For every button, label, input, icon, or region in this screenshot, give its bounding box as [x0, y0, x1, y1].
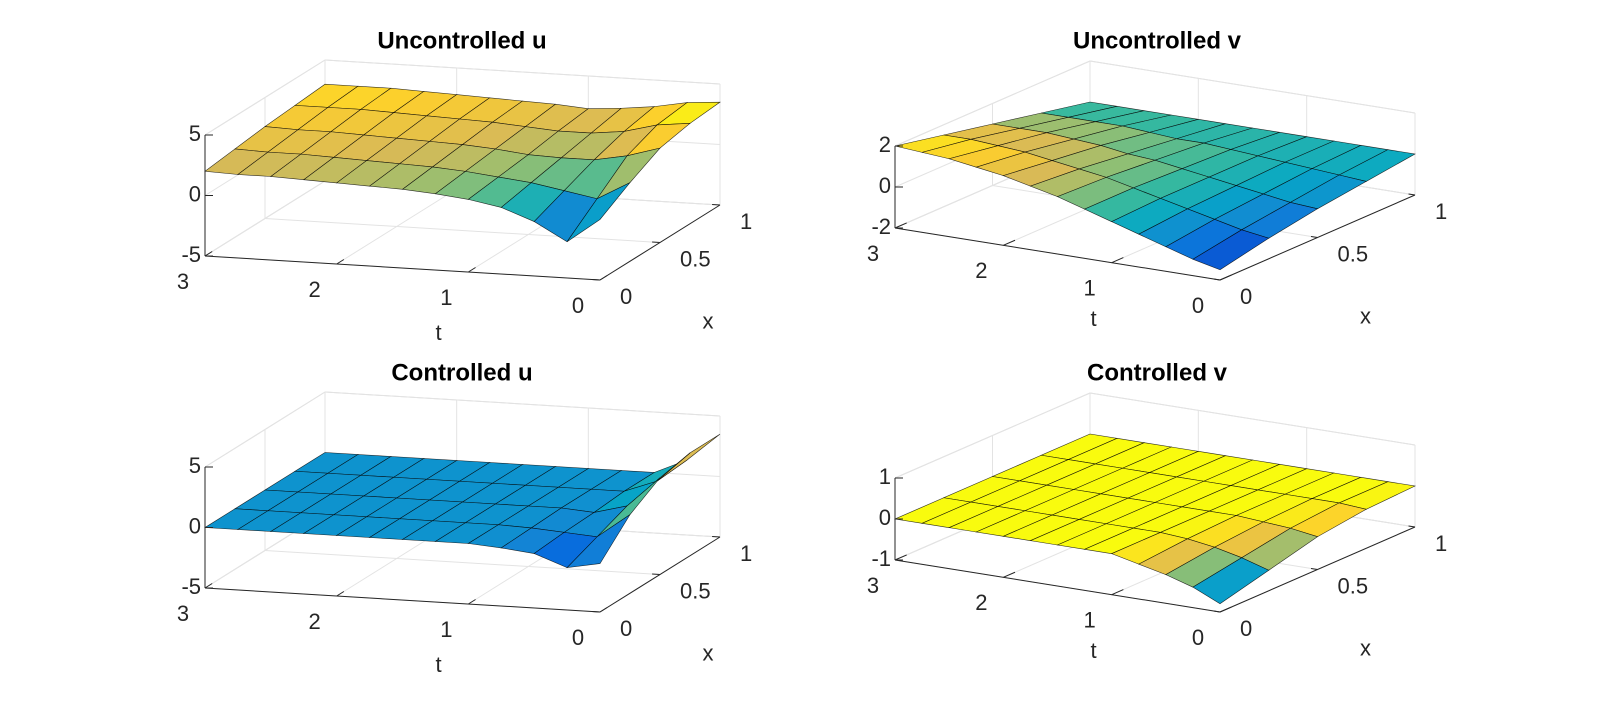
- x-tick-label: 1: [740, 209, 752, 234]
- t-tick-label: 2: [309, 609, 321, 634]
- t-tick-label: 3: [867, 573, 879, 598]
- surface-face: [1192, 229, 1270, 271]
- t-tick: [336, 259, 345, 265]
- surface-face: [566, 514, 631, 569]
- t-tick: [1111, 257, 1124, 264]
- x-tick: [1213, 610, 1221, 613]
- x-tick: [1213, 278, 1221, 281]
- t-tick: [1219, 274, 1232, 281]
- x-tick-label: 0: [620, 284, 632, 309]
- t-tick-label: 1: [1084, 275, 1096, 300]
- x-axis-label: x: [1360, 303, 1371, 328]
- x-tick-label: 0.5: [1338, 241, 1369, 266]
- grid-line: [324, 391, 721, 417]
- t-axis: [894, 559, 1221, 613]
- grid-line: [1089, 60, 1416, 114]
- t-tick: [204, 583, 213, 589]
- t-tick-label: 3: [867, 241, 879, 266]
- x-tick: [1310, 235, 1318, 238]
- chart-title: Uncontrolled v: [1073, 27, 1242, 54]
- t-tick: [894, 222, 907, 229]
- t-tick-label: 2: [309, 277, 321, 302]
- grid-line: [1089, 392, 1416, 446]
- t-tick-label: 2: [975, 590, 987, 615]
- chart-title: Uncontrolled u: [377, 27, 546, 54]
- t-tick: [599, 275, 608, 281]
- t-tick-label: 0: [572, 625, 584, 650]
- z-tick-label: -1: [871, 546, 891, 571]
- t-axis: [204, 587, 601, 613]
- t-tick: [468, 267, 476, 273]
- t-tick-label: 0: [1192, 293, 1204, 318]
- t-axis-label: t: [1090, 638, 1096, 663]
- t-tick: [1111, 589, 1124, 596]
- z-tick-label: -5: [181, 242, 201, 267]
- t-axis: [204, 255, 601, 281]
- z-tick-label: 0: [879, 173, 891, 198]
- t-tick-label: 1: [440, 285, 452, 310]
- x-axis-label: x: [703, 640, 714, 665]
- x-axis-label: x: [1360, 635, 1371, 660]
- chart-title: Controlled u: [391, 359, 532, 386]
- t-tick-label: 2: [975, 258, 987, 283]
- z-tick-label: -2: [871, 214, 891, 239]
- t-tick-label: 3: [177, 269, 189, 294]
- t-axis: [894, 227, 1221, 281]
- t-tick: [1003, 571, 1016, 578]
- x-axis-label: x: [703, 308, 714, 333]
- z-tick-label: 5: [189, 453, 201, 478]
- t-tick-label: 1: [440, 617, 452, 642]
- z-tick-label: 0: [189, 181, 201, 206]
- z-tick-label: 0: [879, 505, 891, 530]
- t-tick: [599, 607, 608, 613]
- x-tick-label: 0: [1240, 616, 1252, 641]
- x-tick-label: 0: [620, 616, 632, 641]
- x-tick-label: 0.5: [680, 246, 711, 271]
- t-tick-label: 0: [572, 293, 584, 318]
- t-tick: [468, 599, 476, 605]
- x-tick: [1408, 525, 1416, 528]
- grid-line: [324, 59, 721, 85]
- x-tick-label: 1: [1435, 199, 1447, 224]
- t-tick: [204, 251, 213, 257]
- t-axis-label: t: [435, 652, 441, 677]
- t-tick: [1003, 239, 1016, 246]
- surface-face: [566, 182, 631, 242]
- t-axis-label: t: [435, 320, 441, 345]
- z-tick-label: 1: [879, 464, 891, 489]
- t-tick-label: 3: [177, 601, 189, 626]
- z-tick-label: -5: [181, 574, 201, 599]
- t-tick: [894, 554, 907, 561]
- z-tick-label: 5: [189, 121, 201, 146]
- z-tick-label: 2: [879, 132, 891, 157]
- grid-line: [264, 218, 661, 243]
- x-tick-label: 1: [1435, 531, 1447, 556]
- x-tick-label: 0.5: [1338, 573, 1369, 598]
- x-tick-label: 0.5: [680, 578, 711, 603]
- t-tick-label: 1: [1084, 607, 1096, 632]
- x-tick-label: 1: [740, 541, 752, 566]
- chart-title: Controlled v: [1087, 359, 1228, 386]
- grid-line: [264, 550, 661, 575]
- t-tick: [1219, 606, 1232, 613]
- t-axis-label: t: [1090, 306, 1096, 331]
- x-tick: [1310, 567, 1318, 570]
- z-tick-label: 0: [189, 513, 201, 538]
- t-tick: [336, 591, 345, 597]
- x-tick: [1408, 193, 1416, 196]
- x-tick-label: 0: [1240, 284, 1252, 309]
- t-tick-label: 0: [1192, 625, 1204, 650]
- surface-face: [1192, 557, 1270, 605]
